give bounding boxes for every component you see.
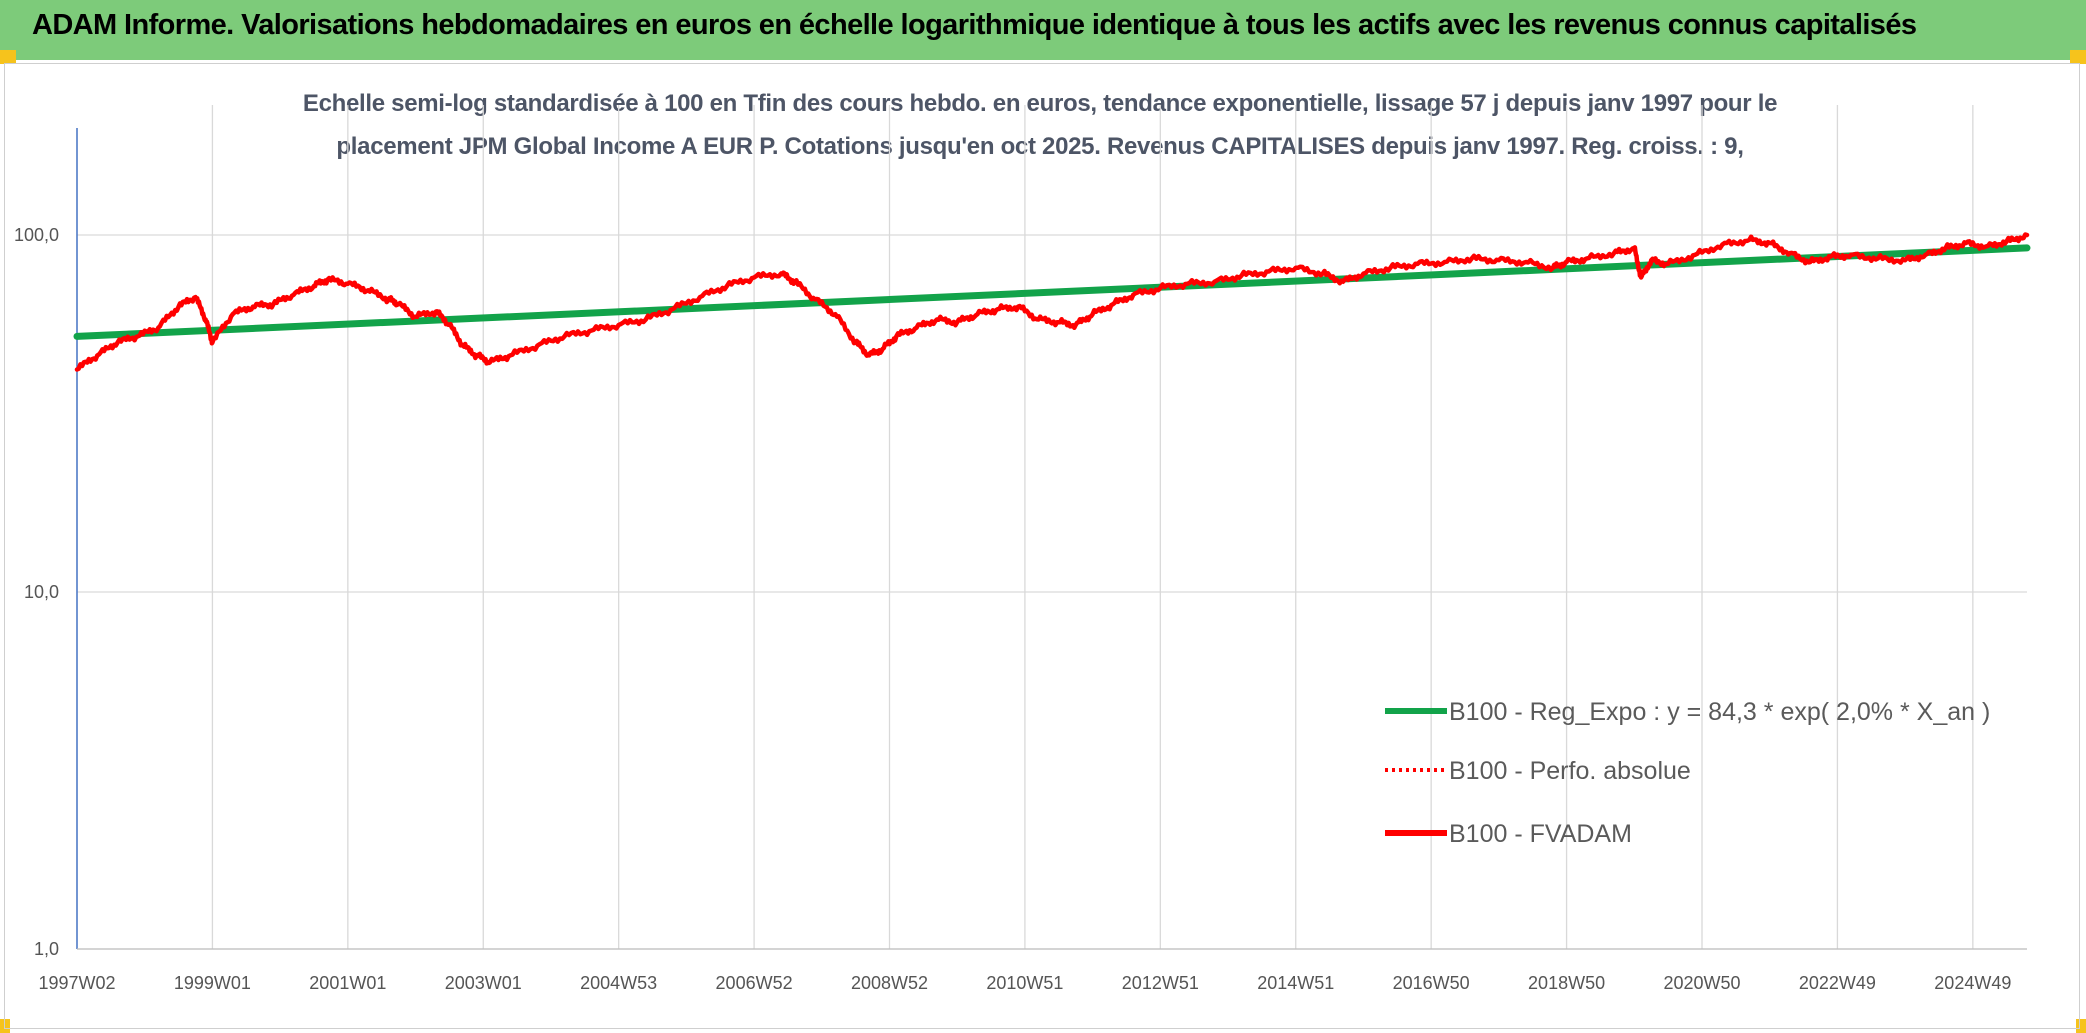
regression-line xyxy=(73,244,2031,340)
x-tick-label: 1999W01 xyxy=(174,973,251,993)
x-tick-label: 2014W51 xyxy=(1257,973,1334,993)
y-tick-label: 100,0 xyxy=(14,225,59,245)
legend-item-label: B100 - Perfo. absolue xyxy=(1449,757,1691,785)
x-tick-label: 2008W52 xyxy=(851,973,928,993)
corner-marker-bottom-left xyxy=(0,1019,10,1033)
banner-title: ADAM Informe. Valorisations hebdomadaire… xyxy=(32,9,1917,41)
x-tick-label: 2001W01 xyxy=(309,973,386,993)
legend-item-label: B100 - FVADAM xyxy=(1449,820,1632,848)
y-tick-label: 1,0 xyxy=(34,939,59,959)
banner: ADAM Informe. Valorisations hebdomadaire… xyxy=(0,0,2086,60)
x-tick-label: 2006W52 xyxy=(716,973,793,993)
legend-item-label: B100 - Reg_Expo : y = 84,3 * exp( 2,0% *… xyxy=(1449,698,1990,726)
corner-marker-top-right xyxy=(2070,50,2086,64)
x-tick-label: 2012W51 xyxy=(1122,973,1199,993)
chart-title-line-1: Echelle semi-log standardisée à 100 en T… xyxy=(302,90,1778,117)
corner-marker-bottom-right xyxy=(2076,1019,2086,1033)
chart-area xyxy=(4,63,2080,1029)
legend: B100 - Reg_Expo : y = 84,3 * exp( 2,0% *… xyxy=(1385,698,1990,848)
corner-marker-top-left xyxy=(0,50,16,64)
chart-title-line-2: placement JPM Global Income A EUR P. Cot… xyxy=(336,133,1744,160)
x-tick-label: 2020W50 xyxy=(1663,973,1740,993)
fvadam-line xyxy=(74,232,2030,372)
x-tick-label: 2010W51 xyxy=(986,973,1063,993)
x-tick-label: 2003W01 xyxy=(445,973,522,993)
x-tick-label: 2022W49 xyxy=(1799,973,1876,993)
grid-lines xyxy=(77,105,2027,950)
x-tick-label: 2016W50 xyxy=(1393,973,1470,993)
x-tick-label: 2024W49 xyxy=(1934,973,2011,993)
x-tick-label: 2018W50 xyxy=(1528,973,1605,993)
x-tick-label: 1997W02 xyxy=(38,973,115,993)
x-tick-label: 2004W53 xyxy=(580,973,657,993)
y-tick-label: 10,0 xyxy=(24,582,59,602)
